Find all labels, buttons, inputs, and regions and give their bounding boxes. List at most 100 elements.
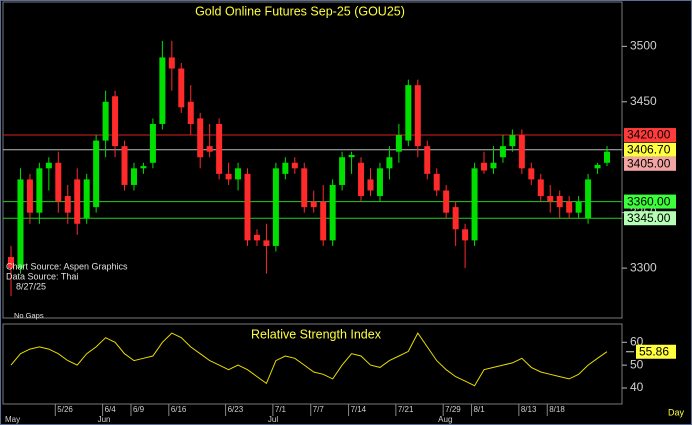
x-tick-label: 7/1 <box>275 405 287 414</box>
candle-body <box>197 118 204 158</box>
last-value-label: 55.86 <box>639 344 669 358</box>
level-label: 3360.00 <box>627 194 671 208</box>
x-tick-label: 8/18 <box>549 405 565 414</box>
candle-body <box>376 168 383 197</box>
candle-body <box>528 168 535 180</box>
level-label-box <box>624 128 676 143</box>
candle-body <box>433 173 440 191</box>
candle-body <box>566 201 573 213</box>
candle-body <box>547 196 554 202</box>
candle-body <box>140 166 147 169</box>
y-tick-label: 40 <box>630 380 644 394</box>
candle-body <box>36 168 43 213</box>
x-tick-label: 7/14 <box>351 405 367 414</box>
x-tick-label: 8/1 <box>474 405 486 414</box>
x-tick-label: 5/26 <box>57 405 73 414</box>
candle-body <box>348 155 355 158</box>
candle-body <box>83 179 90 219</box>
level-label-box <box>624 211 676 226</box>
candle-body <box>386 157 393 169</box>
candle-body <box>310 201 317 208</box>
candle-body <box>604 151 610 163</box>
candle-body <box>130 168 137 185</box>
candle-body <box>216 123 223 174</box>
level-label-box <box>624 156 676 171</box>
candle-body <box>556 196 563 208</box>
candle-body <box>121 146 128 185</box>
candle-body <box>414 85 421 147</box>
candle-body <box>594 164 601 169</box>
annotation: Data Source: Thai <box>6 271 78 281</box>
candle-body <box>443 190 450 213</box>
last-value-box <box>636 344 676 359</box>
x-tick-label: 8/13 <box>521 405 537 414</box>
level-label: 3406.70 <box>627 142 671 156</box>
month-label: Aug <box>438 415 452 424</box>
candle-body <box>187 101 194 124</box>
candle-body <box>405 85 412 141</box>
candle-body <box>159 57 166 124</box>
candle-body <box>339 157 346 185</box>
candle-body <box>424 146 431 174</box>
candle-body <box>206 146 213 152</box>
chart-title: Gold Online Futures Sep-25 (GOU25) <box>195 4 405 18</box>
month-label: Jun <box>98 415 111 424</box>
annotation: Chart Source: Aspen Graphics <box>6 261 128 271</box>
rsi-line <box>10 332 608 387</box>
level-label: 3420.00 <box>627 128 671 142</box>
x-tick-label: 6/23 <box>228 405 244 414</box>
candle-body <box>490 162 497 169</box>
candle-body <box>26 179 33 213</box>
annotation: 8/27/25 <box>16 281 46 291</box>
x-tick-label: 7/29 <box>445 405 461 414</box>
candle-body <box>329 184 336 241</box>
x-tick-label: 7/21 <box>398 405 414 414</box>
candle-body <box>235 168 242 180</box>
candle-body <box>537 179 544 197</box>
y-tick-label: 3450 <box>630 94 657 108</box>
candle-body <box>518 135 525 169</box>
candle-body <box>395 135 402 152</box>
level-label: 3345.00 <box>627 211 671 225</box>
candle-body <box>64 196 71 213</box>
candle-body <box>8 257 14 269</box>
rsi-title: Relative Strength Index <box>251 327 382 341</box>
candle-body <box>263 240 270 246</box>
candle-body <box>149 123 156 163</box>
x-tick-label: 7/7 <box>313 405 325 414</box>
candle-body <box>93 140 100 208</box>
candle-body <box>291 162 298 169</box>
candle-body <box>481 162 488 171</box>
candle-body <box>301 168 308 208</box>
candle-body <box>244 173 251 241</box>
level-label-box <box>624 194 676 209</box>
y-tick-label: 3300 <box>630 260 657 274</box>
candle-body <box>471 168 478 241</box>
candle-body <box>585 179 592 219</box>
candle-body <box>282 162 289 174</box>
level-label: 3405.00 <box>627 156 671 170</box>
candle-body <box>320 201 327 241</box>
month-label: May <box>5 415 20 424</box>
y-tick-label: 3500 <box>630 39 657 53</box>
candle-body <box>499 146 506 158</box>
candle-body <box>575 201 582 213</box>
y-tick-label: 50 <box>630 357 644 371</box>
candle-body <box>367 179 374 191</box>
price-panel <box>2 1 623 319</box>
candle-body <box>45 162 52 169</box>
month-label: Jul <box>268 415 278 424</box>
level-label-box <box>624 142 676 157</box>
candle-body <box>225 173 232 180</box>
x-tick-label: 6/9 <box>133 405 145 414</box>
candle-body <box>55 162 62 202</box>
candle-body <box>102 101 109 141</box>
candle-body <box>452 207 459 230</box>
x-tick-label: 6/4 <box>105 405 117 414</box>
candle-body <box>462 229 469 241</box>
annotation: No Gaps <box>14 311 44 320</box>
candle-body <box>112 96 119 147</box>
candle-body <box>253 234 260 241</box>
